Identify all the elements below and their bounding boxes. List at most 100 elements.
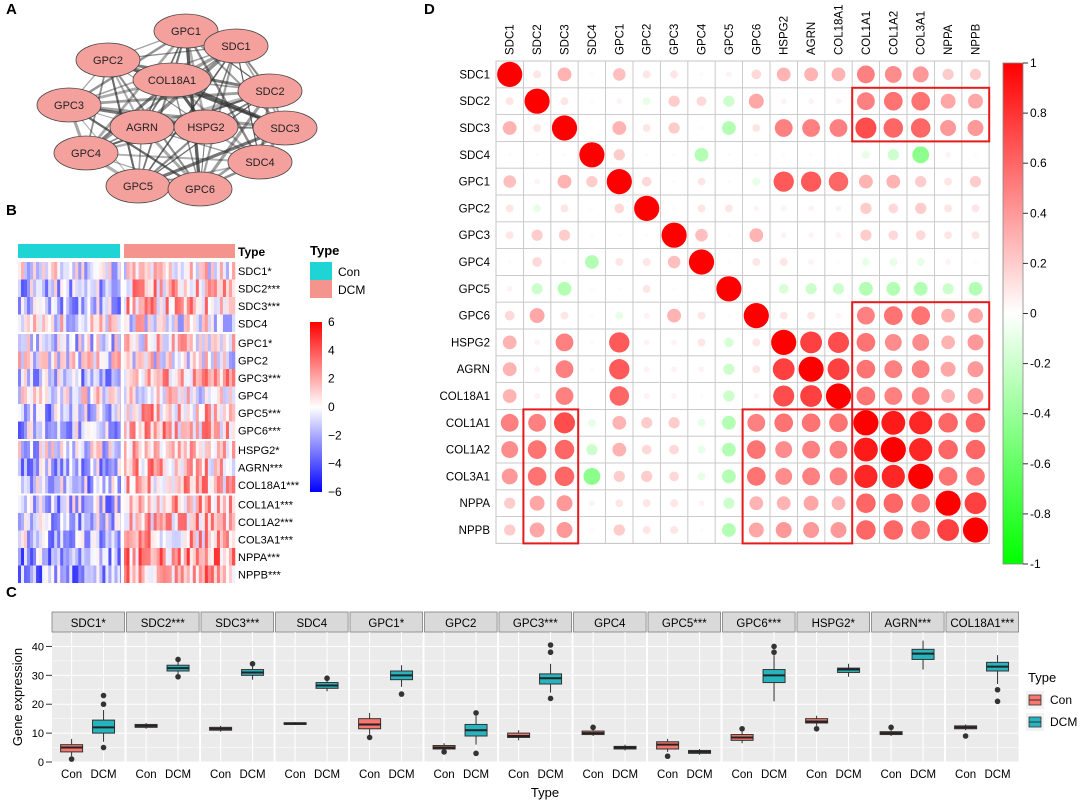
heatmap-cell — [222, 421, 227, 439]
heatmap-cell — [168, 495, 172, 513]
correlation-circle — [616, 98, 623, 105]
correlation-circle — [775, 441, 793, 459]
correlation-circle — [501, 468, 518, 485]
heatmap-cell — [162, 279, 166, 297]
heatmap-cell — [27, 351, 31, 369]
heatmap-cell — [108, 404, 112, 422]
correlation-circle — [808, 232, 814, 239]
heatmap-cell — [207, 334, 212, 352]
heatmap-cell — [114, 279, 118, 297]
heatmap-cell — [222, 565, 227, 583]
correlation-circle — [971, 204, 980, 213]
heatmap-cell — [60, 279, 64, 297]
heatmap-cell — [156, 297, 160, 315]
correlation-circle — [940, 361, 956, 377]
heatmap-cell — [84, 351, 88, 369]
heatmap-cell — [129, 297, 133, 315]
heatmap-cell — [192, 513, 197, 531]
correlation-circle — [727, 153, 731, 157]
heatmap-cell — [54, 458, 58, 476]
correlation-circle — [887, 149, 899, 161]
heatmap-cell — [156, 386, 160, 404]
legend-swatch-con — [310, 262, 332, 280]
heatmap-cell — [225, 441, 230, 459]
heatmap-cell — [174, 421, 179, 439]
heatmap-cell — [78, 314, 82, 332]
heatmap-cell — [177, 351, 182, 369]
facet-title: GPC4 — [594, 618, 626, 630]
heatmap-cell — [87, 351, 91, 369]
heatmap-cell — [18, 530, 22, 548]
heatmap-cell — [72, 262, 76, 280]
correlation-circle — [669, 444, 679, 455]
column-label: SDC1 — [505, 24, 517, 55]
heatmap-cell — [183, 351, 188, 369]
heatmap-cell — [162, 314, 166, 332]
heatmap-cell — [201, 334, 206, 352]
heatmap-cell — [81, 314, 85, 332]
heatmap-cell — [66, 404, 70, 422]
heatmap-cell — [216, 351, 221, 369]
facet-strip — [722, 611, 796, 633]
heatmap-cell — [174, 297, 179, 315]
correlation-colorbar — [1002, 62, 1024, 565]
heatmap-cell — [21, 565, 25, 583]
heatmap-cell — [114, 262, 118, 280]
heatmap-cell — [51, 565, 55, 583]
correlation-circle — [586, 175, 598, 188]
correlation-circle — [504, 497, 516, 509]
heatmap-cell — [54, 530, 58, 548]
correlation-circle — [855, 117, 877, 139]
heatmap-cell — [99, 565, 103, 583]
heatmap-cell — [99, 476, 103, 494]
box-outlier — [473, 710, 479, 716]
heatmap-cell — [189, 262, 194, 280]
heatmap-cell — [24, 476, 28, 494]
heatmap-cell — [78, 495, 82, 513]
correlation-circle — [502, 362, 517, 377]
heatmap-cell — [84, 421, 88, 439]
heatmap-cell — [213, 279, 218, 297]
correlation-circle — [661, 222, 687, 248]
heatmap-cell — [186, 495, 191, 513]
x-tick-label: DCM — [239, 769, 265, 781]
heatmap-cell — [150, 513, 154, 531]
heatmap-cell — [192, 421, 197, 439]
heatmap-cell — [216, 297, 221, 315]
heatmap-cell — [54, 421, 58, 439]
heatmap-cell — [195, 351, 200, 369]
row-label: COL1A2 — [446, 445, 490, 457]
correlation-circle — [809, 153, 813, 157]
row-label: GPC4 — [459, 257, 491, 269]
heatmap-cell — [36, 351, 40, 369]
heatmap-cell — [48, 297, 52, 315]
heatmap-cell — [201, 476, 206, 494]
heatmap-cell — [33, 513, 37, 531]
heatmap-cell — [231, 279, 236, 297]
heatmap-cell — [30, 314, 34, 332]
heatmap-cell — [168, 565, 172, 583]
correlation-circle — [829, 119, 848, 137]
row-label: NPPB — [459, 525, 491, 537]
box-outlier — [547, 649, 554, 656]
correlation-circle — [668, 417, 680, 429]
heatmap-cell — [177, 279, 182, 297]
heatmap-cell — [162, 297, 166, 315]
heatmap-cell — [231, 351, 236, 369]
heatmap-cell — [126, 369, 130, 387]
heatmap-cell — [123, 458, 127, 476]
heatmap-cell — [24, 386, 28, 404]
heatmap-cell — [72, 441, 76, 459]
heatmap-cell — [132, 441, 136, 459]
heatmap-cell — [192, 297, 197, 315]
heatmap-cell — [102, 334, 106, 352]
heatmap-cell — [36, 262, 40, 280]
legend-title: Type — [1028, 670, 1056, 685]
heatmap-cell — [147, 297, 151, 315]
correlation-circle — [854, 464, 878, 489]
heatmap-cell — [198, 476, 203, 494]
correlation-circle — [723, 363, 735, 375]
facet-strip — [573, 611, 647, 633]
heatmap-cell — [105, 279, 109, 297]
correlation-circle — [829, 440, 848, 459]
